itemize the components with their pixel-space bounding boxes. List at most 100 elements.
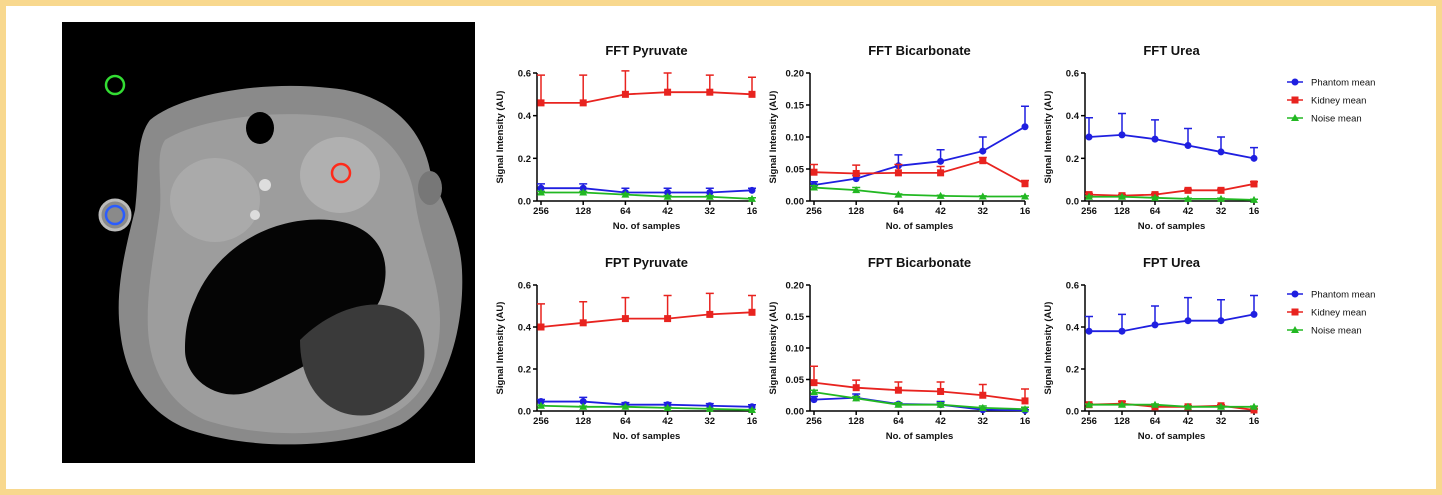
- x-tick-label: 128: [1114, 206, 1130, 217]
- y-tick-label: 0.6: [1066, 281, 1079, 292]
- data-point: [1022, 123, 1029, 130]
- series-line: [1089, 184, 1254, 196]
- y-tick-label: 0.05: [786, 375, 805, 386]
- y-axis-label: Signal Intensity (AU): [1043, 302, 1054, 395]
- legend-marker: [1292, 79, 1299, 86]
- legend-label: Noise mean: [1311, 114, 1362, 125]
- series-line: [1089, 405, 1254, 407]
- x-tick-label: 128: [848, 206, 864, 217]
- x-tick-label: 16: [747, 416, 758, 427]
- y-tick-label: 0.20: [786, 281, 805, 292]
- data-point: [1251, 311, 1258, 318]
- x-tick-label: 128: [1114, 416, 1130, 427]
- y-tick-label: 0.0: [1066, 407, 1079, 418]
- x-axis-label: No. of samples: [1138, 431, 1206, 442]
- series-line: [1089, 135, 1254, 158]
- x-axis-label: No. of samples: [886, 431, 954, 442]
- error-bar: [579, 75, 587, 103]
- x-tick-label: 42: [1183, 416, 1194, 427]
- legend-label: Phantom mean: [1311, 78, 1375, 89]
- data-point: [664, 89, 671, 96]
- series-line: [1089, 197, 1254, 200]
- x-tick-label: 32: [705, 416, 716, 427]
- x-axis-label: No. of samples: [613, 431, 681, 442]
- data-point: [664, 315, 671, 322]
- y-tick-label: 0.15: [786, 101, 805, 112]
- data-point: [1185, 187, 1192, 194]
- y-tick-label: 0.4: [1066, 323, 1080, 334]
- x-tick-label: 16: [1020, 416, 1031, 427]
- y-tick-label: 0.2: [518, 365, 531, 376]
- data-point: [1119, 328, 1126, 335]
- y-tick-label: 0.15: [786, 312, 805, 323]
- x-tick-label: 128: [575, 206, 591, 217]
- data-point: [1218, 187, 1225, 194]
- y-axis-label: Signal Intensity (AU): [495, 302, 506, 395]
- x-tick-label: 64: [1150, 416, 1161, 427]
- y-tick-label: 0.6: [518, 281, 531, 292]
- phantom-tube: [418, 171, 442, 205]
- y-tick-label: 0.10: [786, 133, 805, 144]
- y-axis-label: Signal Intensity (AU): [1043, 91, 1054, 184]
- figure: FFT Pyruvate 0.0 0.2 0.4 0.6 256 128 64 42 32 16 No…: [0, 0, 1442, 495]
- legend-marker: [1292, 97, 1299, 104]
- data-point: [580, 99, 587, 106]
- data-point: [937, 158, 944, 165]
- chart-title: FPT Urea: [1143, 255, 1201, 270]
- data-point: [1185, 142, 1192, 149]
- x-tick-label: 256: [1081, 416, 1097, 427]
- series-line: [541, 312, 752, 327]
- y-tick-label: 0.4: [518, 323, 532, 334]
- data-point: [1119, 131, 1126, 138]
- x-tick-label: 16: [747, 206, 758, 217]
- data-point: [1086, 328, 1093, 335]
- data-point: [538, 99, 545, 106]
- x-tick-label: 64: [893, 206, 904, 217]
- x-tick-label: 256: [533, 206, 549, 217]
- x-tick-label: 64: [620, 416, 631, 427]
- y-tick-label: 0.4: [518, 111, 532, 122]
- data-point: [1251, 180, 1258, 187]
- legend-label: Noise mean: [1311, 326, 1362, 337]
- legend-marker: [1292, 309, 1299, 316]
- chart-title: FFT Urea: [1143, 43, 1200, 58]
- chart-title: FFT Pyruvate: [605, 43, 687, 58]
- y-tick-label: 0.05: [786, 165, 805, 176]
- vessel: [259, 179, 271, 191]
- x-tick-label: 16: [1249, 206, 1260, 217]
- y-axis-label: Signal Intensity (AU): [495, 91, 506, 184]
- x-axis-label: No. of samples: [613, 221, 681, 232]
- x-tick-label: 64: [893, 416, 904, 427]
- data-point: [937, 388, 944, 395]
- data-point: [1022, 180, 1029, 187]
- data-point: [853, 384, 860, 391]
- y-tick-label: 0.2: [518, 154, 531, 165]
- x-tick-label: 128: [575, 416, 591, 427]
- x-tick-label: 32: [705, 206, 716, 217]
- data-point: [937, 169, 944, 176]
- data-point: [1152, 321, 1159, 328]
- x-tick-label: 32: [1216, 416, 1227, 427]
- y-tick-label: 0.0: [1066, 197, 1079, 208]
- x-axis-label: No. of samples: [886, 221, 954, 232]
- legend-label: Kidney mean: [1311, 96, 1366, 107]
- y-tick-label: 0.0: [518, 197, 531, 208]
- line-chart: FPT Urea0.00.20.40.625612864423216No. of…: [1043, 255, 1375, 442]
- line-chart: FFT Urea0.00.20.40.625612864423216No. of…: [1043, 43, 1375, 232]
- y-tick-label: 0.10: [786, 344, 805, 355]
- data-point: [1185, 317, 1192, 324]
- chart-title: FFT Bicarbonate: [868, 43, 971, 58]
- y-tick-label: 0.00: [786, 407, 805, 418]
- data-point: [706, 89, 713, 96]
- data-point: [1218, 148, 1225, 155]
- data-point: [895, 387, 902, 394]
- data-point: [979, 157, 986, 164]
- x-tick-label: 16: [1249, 416, 1260, 427]
- x-axis-label: No. of samples: [1138, 221, 1206, 232]
- x-tick-label: 16: [1020, 206, 1031, 217]
- data-point: [811, 379, 818, 386]
- x-tick-label: 42: [1183, 206, 1194, 217]
- x-tick-label: 256: [806, 206, 822, 217]
